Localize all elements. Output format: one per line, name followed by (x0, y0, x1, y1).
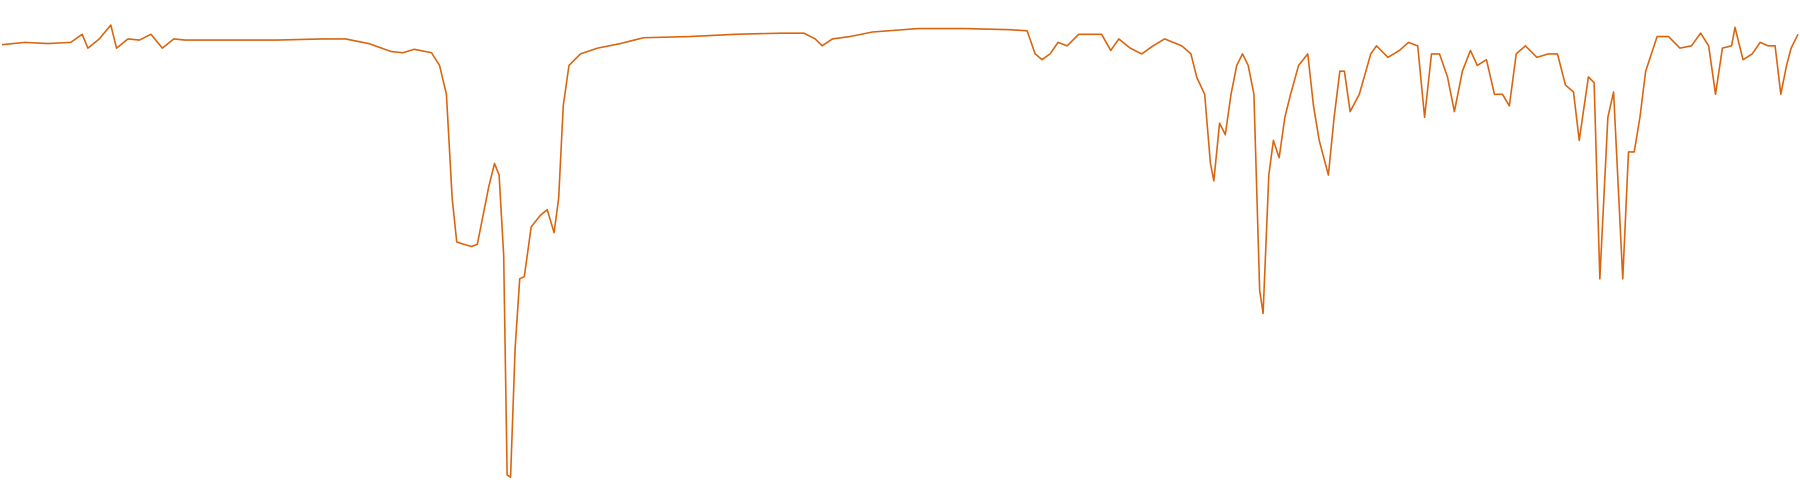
spectrum-line (1, 24, 1799, 479)
